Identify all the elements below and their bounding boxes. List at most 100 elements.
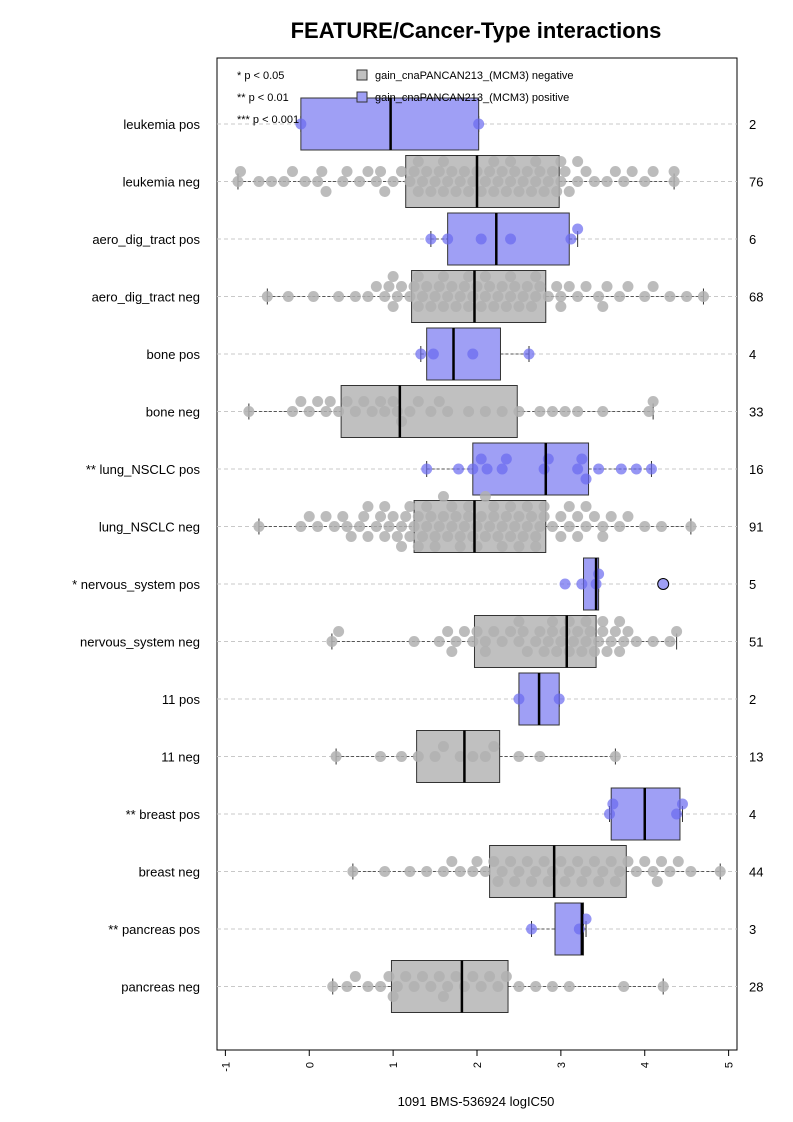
data-point	[492, 876, 504, 887]
data-point	[299, 176, 311, 187]
data-point	[500, 301, 512, 312]
data-point	[471, 281, 483, 292]
data-point	[467, 636, 479, 647]
data-point	[580, 501, 592, 512]
data-point	[484, 971, 496, 982]
data-point	[492, 981, 504, 992]
data-point	[643, 406, 655, 417]
data-point	[488, 186, 500, 197]
data-point	[437, 511, 449, 522]
data-point	[521, 646, 533, 657]
data-point	[479, 406, 491, 417]
data-point	[505, 501, 517, 512]
data-point	[320, 186, 332, 197]
data-point	[404, 531, 416, 542]
data-point	[328, 521, 340, 532]
data-point	[573, 923, 585, 935]
data-point	[538, 463, 550, 475]
data-point	[471, 626, 483, 637]
data-point	[437, 741, 449, 752]
data-point	[588, 511, 600, 522]
group-count: 6	[749, 232, 756, 247]
data-point	[358, 511, 370, 522]
group-label: ** pancreas pos	[108, 922, 200, 937]
data-point	[651, 876, 663, 887]
data-point	[454, 176, 466, 187]
data-point	[427, 348, 439, 360]
data-point	[521, 281, 533, 292]
data-point	[671, 808, 683, 820]
data-point	[375, 511, 387, 522]
data-point	[604, 808, 616, 820]
data-point	[453, 463, 465, 475]
data-point	[421, 866, 433, 877]
data-point	[542, 453, 554, 465]
data-point	[530, 176, 542, 187]
group-label: leukemia pos	[123, 117, 200, 132]
data-point	[530, 981, 542, 992]
data-point	[463, 406, 475, 417]
data-point	[458, 626, 470, 637]
data-point	[467, 531, 479, 542]
data-point	[645, 463, 657, 475]
data-point	[530, 291, 542, 302]
data-point	[615, 463, 627, 475]
data-point	[656, 856, 668, 867]
data-point	[555, 291, 567, 302]
data-point	[580, 281, 592, 292]
data-point	[286, 166, 298, 177]
group-count: 76	[749, 175, 763, 190]
x-tick-label: 1	[388, 1062, 400, 1068]
data-point	[609, 166, 621, 177]
data-point	[437, 186, 449, 197]
data-point	[326, 636, 338, 647]
data-point	[622, 511, 634, 522]
group-label: 11 pos	[162, 692, 201, 707]
data-point	[396, 541, 408, 552]
data-point	[534, 521, 546, 532]
data-point	[555, 636, 567, 647]
group-count: 16	[749, 462, 763, 477]
data-point	[521, 521, 533, 532]
data-point	[530, 156, 542, 167]
data-point	[555, 176, 567, 187]
data-point	[358, 396, 370, 407]
data-point	[454, 866, 466, 877]
data-point	[563, 501, 575, 512]
data-point	[387, 991, 399, 1002]
group-count: 44	[749, 865, 763, 880]
data-point	[421, 281, 433, 292]
data-point	[551, 646, 563, 657]
data-point	[572, 856, 584, 867]
group-count: 91	[749, 520, 763, 535]
data-point	[408, 636, 420, 647]
data-point	[379, 501, 391, 512]
data-point	[387, 396, 399, 407]
group-count: 3	[749, 922, 756, 937]
data-point	[412, 271, 424, 282]
x-tick-label: -1	[220, 1062, 232, 1072]
data-point	[266, 176, 278, 187]
data-point	[672, 856, 684, 867]
data-point	[559, 578, 571, 590]
data-point	[324, 396, 336, 407]
data-point	[312, 396, 324, 407]
data-point	[614, 646, 626, 657]
data-point	[580, 866, 592, 877]
data-point	[433, 521, 445, 532]
data-point	[559, 626, 571, 637]
data-point	[496, 866, 508, 877]
data-point	[614, 521, 626, 532]
data-point	[488, 301, 500, 312]
data-point	[509, 876, 521, 887]
data-point	[354, 521, 366, 532]
data-point	[463, 501, 475, 512]
data-point	[593, 291, 605, 302]
data-point	[295, 396, 307, 407]
data-point	[492, 531, 504, 542]
data-point	[479, 531, 491, 542]
data-point	[614, 291, 626, 302]
data-point	[412, 156, 424, 167]
data-point	[505, 176, 517, 187]
data-point	[429, 176, 441, 187]
